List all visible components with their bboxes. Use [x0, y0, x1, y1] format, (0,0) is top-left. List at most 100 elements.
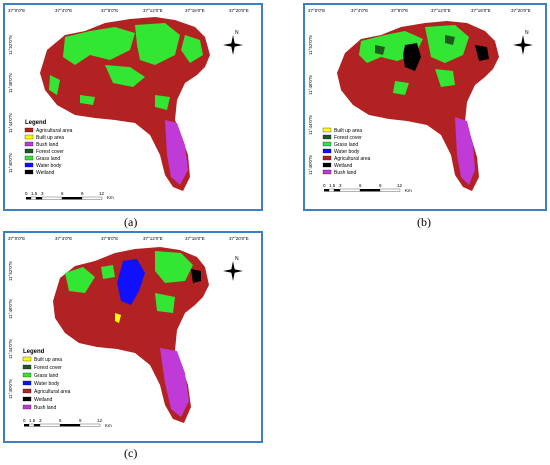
caption-c: (c) — [124, 446, 138, 460]
north-label: N — [235, 30, 239, 36]
map-a: 37°0'0"E 37°4'0"E 37°8'0"E 37°12'0"E 37°… — [8, 8, 249, 200]
map-panel-c: 37°0'0"E 37°4'0"E 37°8'0"E 37°12'0"E 37°… — [3, 231, 263, 443]
scale-bar-b: 0 1.5 3 6 9 12 Km — [323, 183, 412, 193]
legend-item: Grass land — [36, 156, 60, 162]
land-cover-map-b — [337, 21, 499, 191]
svg-text:3: 3 — [41, 191, 44, 196]
legend-item: Agricultural area — [334, 156, 371, 162]
caption-a: (a) — [124, 215, 138, 229]
top-tick: 37°8'0"E — [101, 8, 118, 13]
legend-title: Legend — [25, 120, 47, 126]
svg-text:0: 0 — [25, 191, 28, 196]
legend-item: Built up area — [334, 128, 362, 134]
legend-item: Grass land — [334, 142, 358, 148]
top-tick: 37°0'0"E — [8, 236, 25, 241]
top-tick: 37°8'0"E — [391, 8, 408, 13]
left-tick: 11°40'0"N — [8, 153, 13, 173]
svg-text:9: 9 — [79, 418, 82, 423]
legend-item: Wetland — [334, 163, 352, 169]
legend-item: Forest cover — [36, 149, 64, 155]
left-tick: 11°52'0"N — [8, 261, 13, 281]
svg-text:9: 9 — [379, 183, 382, 188]
legend-item: Grass land — [34, 373, 58, 379]
svg-text:9: 9 — [81, 191, 84, 196]
svg-text:12: 12 — [99, 191, 105, 196]
top-tick: 37°16'0"E — [185, 236, 205, 241]
legend-item: Bush land — [334, 170, 356, 176]
top-tick: 37°20'0"E — [229, 8, 249, 13]
top-tick: 37°16'0"E — [471, 8, 491, 13]
left-tick: 11°40'0"N — [8, 379, 13, 399]
legend-item: Agricultural area — [36, 128, 73, 134]
legend-item: Built up area — [36, 135, 64, 141]
top-ticks-a: 37°0'0"E 37°4'0"E 37°8'0"E 37°12'0"E 37°… — [8, 8, 249, 13]
top-tick: 37°0'0"E — [308, 8, 325, 13]
svg-text:1.5: 1.5 — [29, 418, 36, 423]
svg-text:Km: Km — [107, 195, 114, 200]
svg-text:Km: Km — [105, 423, 112, 428]
legend-c: Legend Built up area Forest cover Grass … — [22, 349, 71, 411]
legend-item: Forest cover — [334, 135, 362, 141]
top-tick: 37°0'0"E — [8, 8, 25, 13]
left-tick: 11°52'0"N — [308, 35, 313, 55]
top-tick: 37°20'0"E — [229, 236, 249, 241]
svg-text:0: 0 — [323, 183, 326, 188]
legend-item: Agricultural area — [34, 389, 71, 395]
svg-text:3: 3 — [39, 418, 42, 423]
scale-bar-c: 0 1.5 3 6 9 12 Km — [23, 418, 112, 428]
legend-item: Built up area — [34, 357, 62, 363]
left-ticks-a: 11°52'0"N 11°48'0"N 11°44'0"N 11°40'0"N — [8, 35, 13, 173]
left-tick: 11°52'0"N — [8, 35, 13, 55]
legend-item: Water body — [334, 149, 360, 155]
left-tick: 11°48'0"N — [308, 75, 313, 95]
left-ticks-b: 11°52'0"N 11°48'0"N 11°44'0"N 11°40'0"N — [308, 35, 313, 175]
legend-item: Water body — [34, 381, 60, 387]
north-label: N — [525, 30, 529, 36]
top-tick: 37°8'0"E — [101, 236, 118, 241]
caption-b: (b) — [417, 215, 431, 229]
legend-item: Water body — [36, 163, 62, 169]
svg-text:Km: Km — [405, 188, 412, 193]
land-cover-map-c — [53, 247, 209, 423]
top-tick: 37°4'0"E — [55, 8, 72, 13]
top-tick: 37°16'0"E — [185, 8, 205, 13]
top-tick: 37°12'0"E — [143, 8, 163, 13]
left-tick: 11°40'0"N — [308, 155, 313, 175]
land-cover-map-a — [40, 17, 210, 191]
north-arrow-icon: N — [513, 30, 533, 55]
top-tick: 37°4'0"E — [351, 8, 368, 13]
legend-item: Wetland — [36, 170, 54, 176]
north-label: N — [235, 256, 239, 262]
legend-item: Wetland — [34, 397, 52, 403]
scale-bar-a: 0 1.5 3 6 9 12 Km — [25, 191, 114, 200]
left-tick: 11°48'0"N — [8, 73, 13, 93]
left-tick: 11°44'0"N — [8, 339, 13, 359]
top-tick: 37°12'0"E — [431, 8, 451, 13]
map-c: 37°0'0"E 37°4'0"E 37°8'0"E 37°12'0"E 37°… — [8, 236, 249, 428]
top-tick: 37°4'0"E — [55, 236, 72, 241]
svg-text:3: 3 — [339, 183, 342, 188]
left-ticks-c: 11°52'0"N 11°48'0"N 11°44'0"N 11°40'0"N — [8, 261, 13, 399]
svg-text:12: 12 — [397, 183, 403, 188]
svg-text:6: 6 — [61, 191, 64, 196]
top-tick: 37°20'0"E — [511, 8, 531, 13]
legend-b: Built up area Forest cover Grass land Wa… — [322, 127, 371, 176]
map-b: 37°0'0"E 37°4'0"E 37°8'0"E 37°12'0"E 37°… — [308, 8, 533, 193]
svg-text:1.5: 1.5 — [329, 183, 336, 188]
left-tick: 11°44'0"N — [308, 115, 313, 135]
map-panel-a: 37°0'0"E 37°4'0"E 37°8'0"E 37°12'0"E 37°… — [3, 3, 263, 211]
north-arrow-icon: N — [223, 30, 243, 55]
svg-text:12: 12 — [97, 418, 103, 423]
left-tick: 11°48'0"N — [8, 299, 13, 319]
svg-text:0: 0 — [23, 418, 26, 423]
legend-item: Bush land — [36, 142, 58, 148]
top-ticks-c: 37°0'0"E 37°4'0"E 37°8'0"E 37°12'0"E 37°… — [8, 236, 249, 241]
legend-title: Legend — [23, 349, 45, 355]
north-arrow-icon: N — [223, 256, 243, 281]
svg-text:1.5: 1.5 — [31, 191, 38, 196]
legend-item: Bush land — [34, 405, 56, 411]
svg-text:6: 6 — [359, 183, 362, 188]
legend-a: Legend Agricultural area Built up area B… — [24, 120, 73, 176]
svg-text:6: 6 — [59, 418, 62, 423]
legend-item: Forest cover — [34, 365, 62, 371]
